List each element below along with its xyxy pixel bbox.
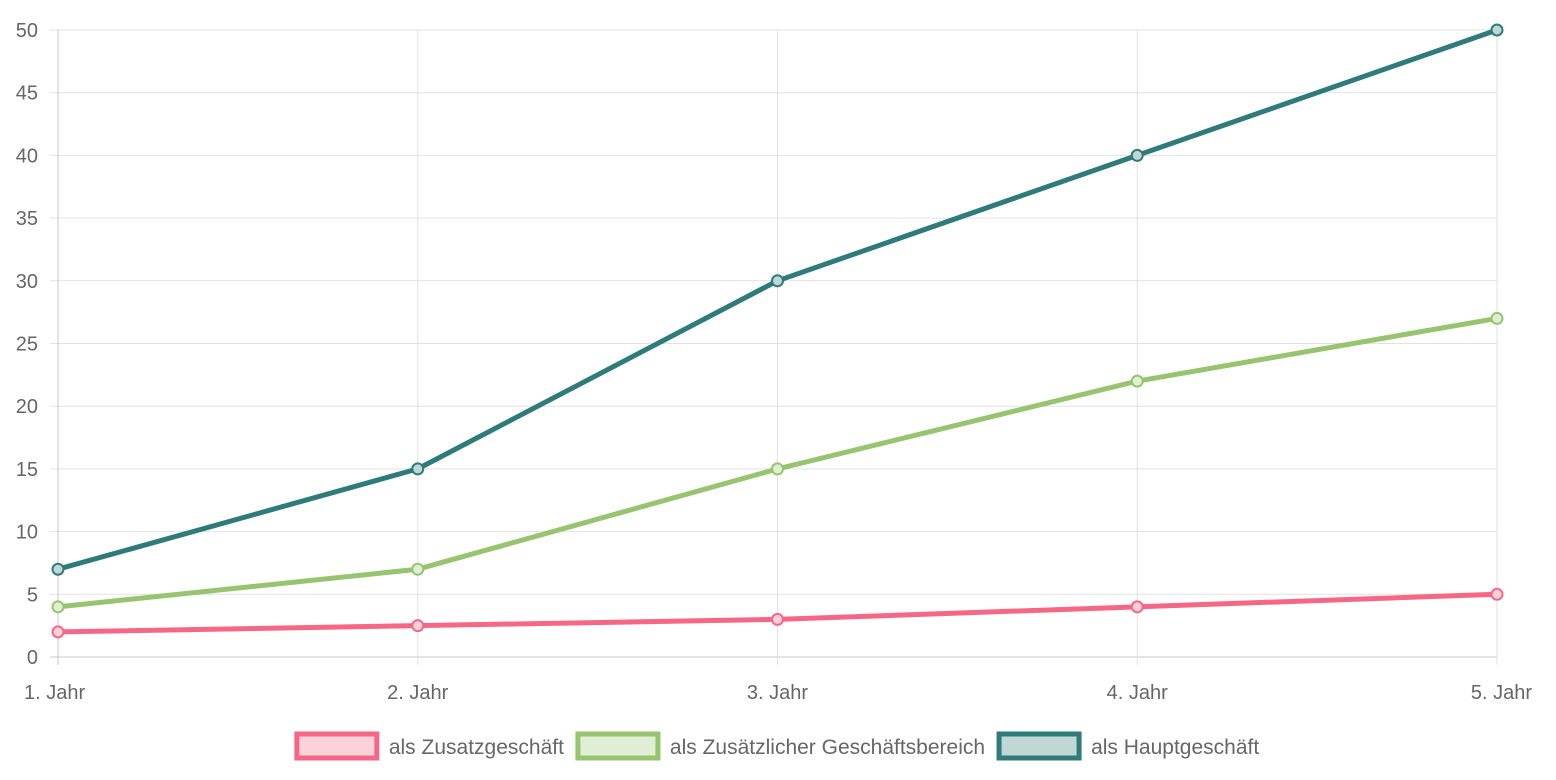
legend-swatch bbox=[575, 731, 661, 761]
y-tick-label: 40 bbox=[16, 145, 38, 167]
x-tick-label: 5. Jahr bbox=[1471, 682, 1532, 704]
legend-label: als Hauptgeschäft bbox=[1091, 736, 1259, 759]
series-group bbox=[51, 23, 1504, 639]
data-point bbox=[51, 562, 65, 576]
series-2 bbox=[51, 23, 1504, 576]
data-point bbox=[771, 462, 784, 476]
data-point bbox=[1490, 587, 1504, 601]
legend-item: als Zusatzgeschäft bbox=[294, 731, 564, 761]
x-tick-label: 2. Jahr bbox=[387, 682, 448, 704]
y-tick-label: 35 bbox=[16, 208, 38, 230]
legend-item: als Zusätzlicher Geschäftsbereich bbox=[575, 731, 985, 761]
data-point bbox=[411, 619, 425, 633]
y-tick-label: 30 bbox=[16, 271, 38, 293]
x-axis: 1. Jahr 2. Jahr 3. Jahr 4. Jahr 5. Jahr bbox=[24, 682, 1532, 704]
data-point bbox=[411, 462, 425, 476]
series-1 bbox=[51, 311, 1504, 614]
data-point bbox=[771, 612, 784, 626]
y-tick-label: 10 bbox=[16, 522, 38, 544]
data-point bbox=[1130, 374, 1144, 388]
legend-label: als Zusatzgeschäft bbox=[389, 736, 564, 759]
data-point bbox=[1490, 23, 1504, 37]
data-point bbox=[771, 274, 784, 288]
y-tick-label: 25 bbox=[16, 334, 38, 356]
y-tick-label: 45 bbox=[16, 83, 38, 105]
x-tick-label: 1. Jahr bbox=[24, 682, 85, 704]
y-tick-label: 15 bbox=[16, 459, 38, 481]
data-point bbox=[1130, 600, 1144, 614]
legend-swatch bbox=[996, 731, 1082, 761]
series-0 bbox=[51, 587, 1504, 639]
y-axis: 0 5 10 15 20 25 30 35 40 45 50 bbox=[16, 20, 38, 669]
data-point bbox=[1490, 311, 1504, 325]
legend-label: als Zusätzlicher Geschäftsbereich bbox=[670, 736, 985, 759]
data-point bbox=[1130, 148, 1144, 162]
y-tick-label: 5 bbox=[27, 584, 38, 606]
data-point bbox=[51, 625, 65, 639]
x-tick-label: 3. Jahr bbox=[747, 682, 808, 704]
legend: als Zusatzgeschäft als Zusätzlicher Gesch… bbox=[294, 731, 1259, 761]
grid bbox=[50, 29, 1498, 665]
legend-swatch bbox=[294, 731, 380, 761]
y-tick-label: 50 bbox=[16, 20, 38, 42]
y-tick-label: 0 bbox=[27, 647, 38, 669]
x-tick-label: 4. Jahr bbox=[1107, 682, 1168, 704]
y-tick-label: 20 bbox=[16, 396, 38, 418]
data-point bbox=[411, 562, 425, 576]
legend-item: als Hauptgeschäft bbox=[996, 731, 1259, 761]
data-point bbox=[51, 600, 65, 614]
